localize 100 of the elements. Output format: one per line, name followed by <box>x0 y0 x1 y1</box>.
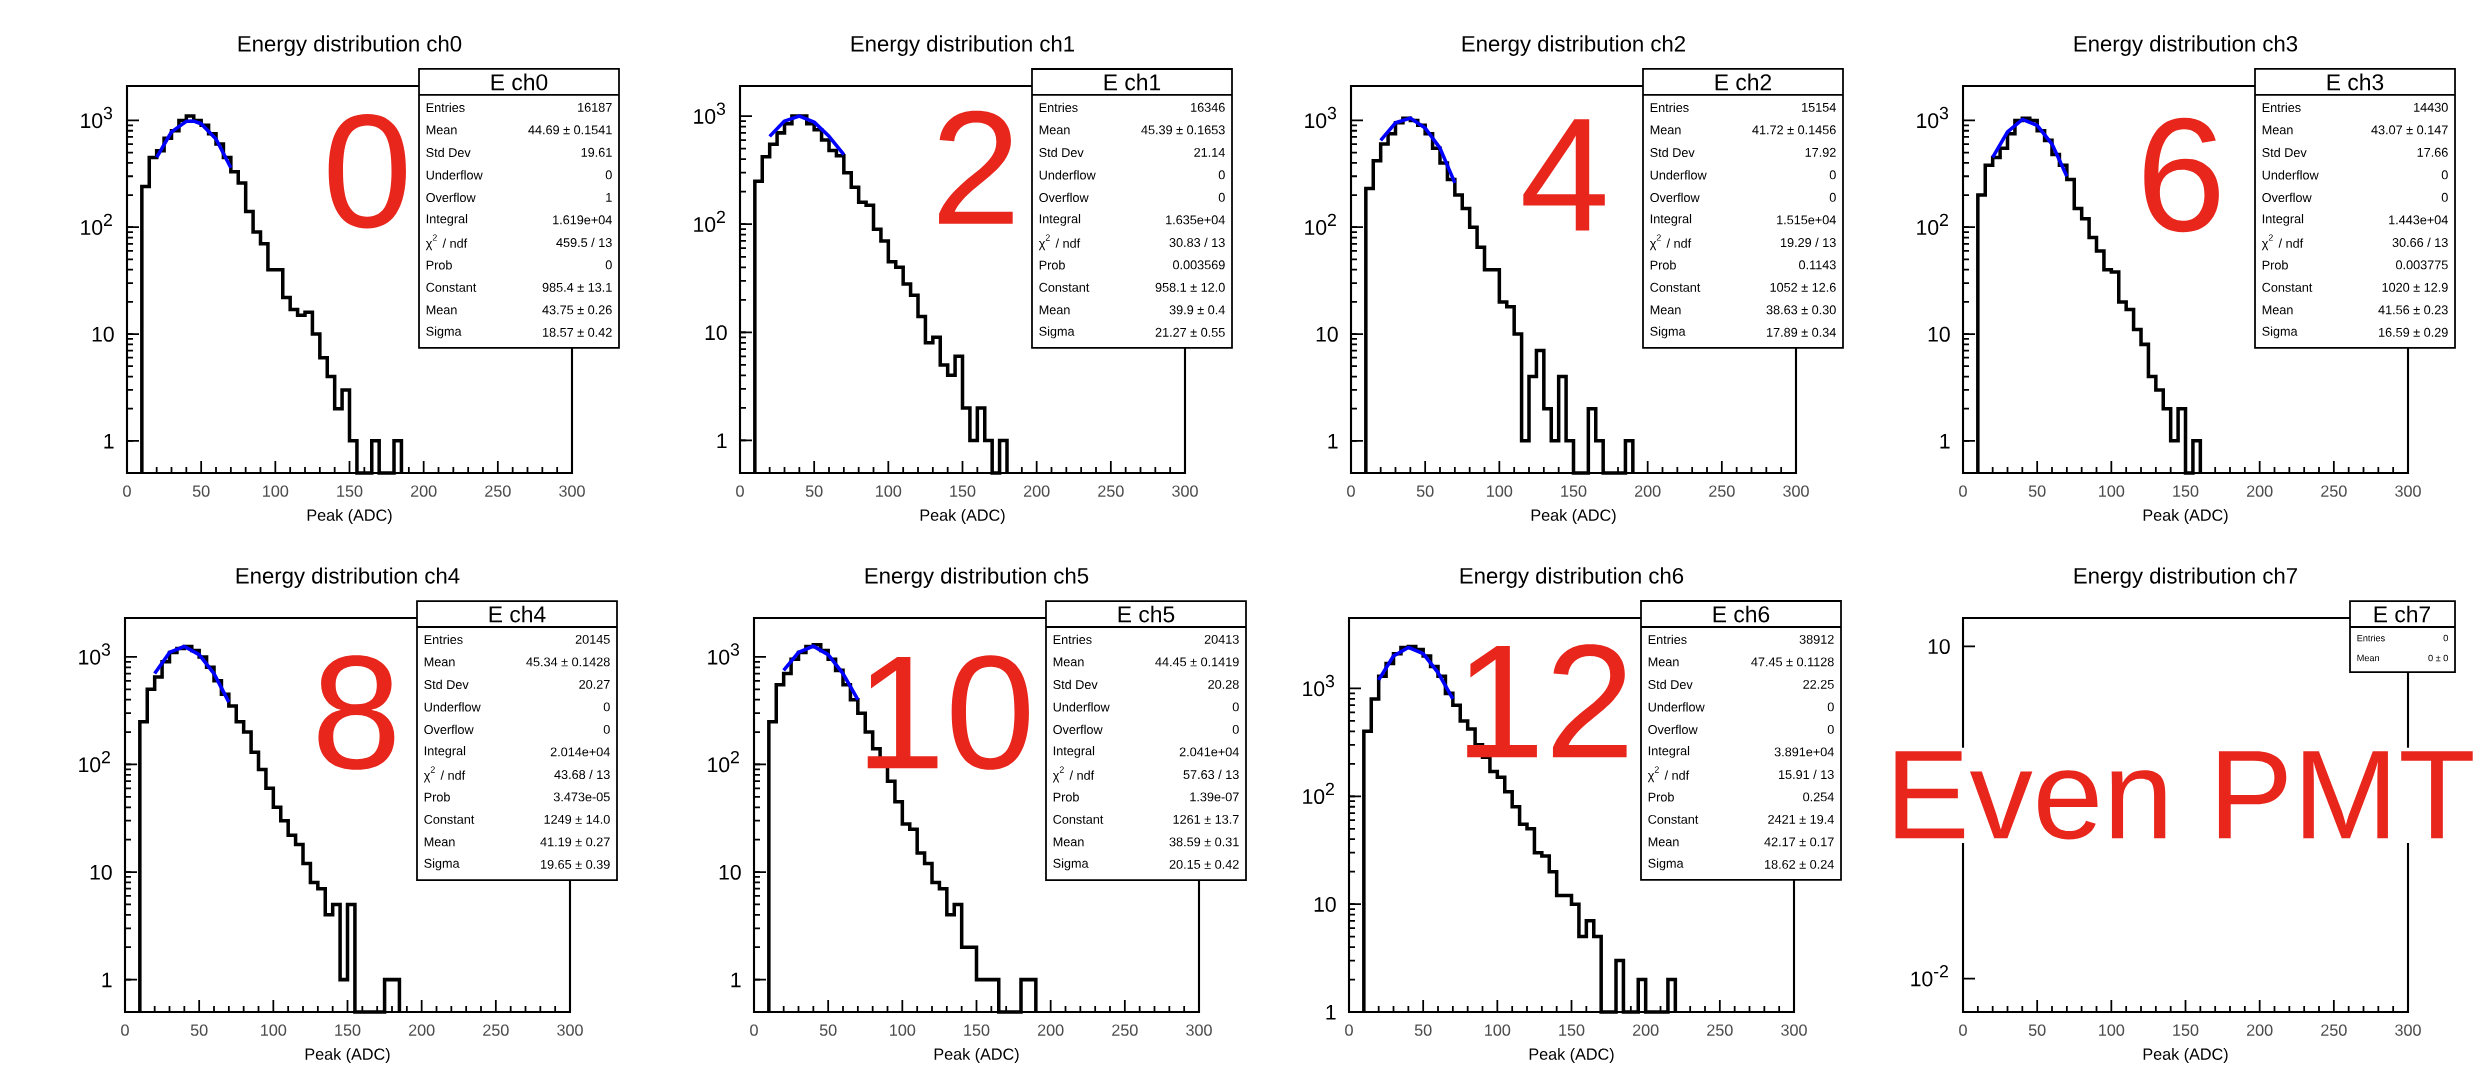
annotation: 10 <box>867 655 1029 770</box>
x-tick-label: 300 <box>1186 1024 1212 1036</box>
y-tick-label: 10$^{3}$ <box>1917 106 1949 129</box>
annotation: 2.014e+04 <box>550 747 610 757</box>
annotation: Integral <box>2262 213 2304 226</box>
annotation: Entries <box>1650 102 1689 113</box>
x-tick-label: 250 <box>1098 485 1124 497</box>
y-tick-label: 1 <box>1326 1005 1336 1020</box>
x-tick-label: 0 <box>1347 485 1355 497</box>
x-tick-label: 200 <box>1024 485 1050 497</box>
x-axis-title: Peak (ADC) <box>1529 1048 1614 1064</box>
annotation: 1052 ± 12.6 <box>1770 282 1836 292</box>
annotation: 47.45 ± 0.1128 <box>1751 657 1834 667</box>
annotation: 43.68 / 13 <box>554 769 610 780</box>
x-tick-label: 50 <box>819 1024 837 1036</box>
x-tick-label: 150 <box>335 1024 361 1036</box>
annotation: Overflow <box>1650 192 1700 203</box>
y-tick-label: 10$^{3}$ <box>1305 106 1337 129</box>
annotation: 30.83 / 13 <box>1169 237 1225 248</box>
line-series <box>154 119 233 170</box>
x-tick-label: 300 <box>2395 1024 2421 1036</box>
text: 0 <box>603 724 610 734</box>
annotation: 38.63 ± 0.30 <box>1766 305 1836 315</box>
annotation: 16.59 ± 0.29 <box>2379 327 2448 337</box>
y-tick-label: 10 <box>1314 896 1336 912</box>
annotation: 17.89 ± 0.34 <box>1767 327 1836 337</box>
x-tick-label: 100 <box>876 485 902 497</box>
annotation: 57.63 / 13 <box>1183 769 1239 780</box>
annotation: 6 <box>2144 117 2219 233</box>
y-tick-label: 10$^{3}$ <box>694 102 726 124</box>
text: 14430 <box>2414 102 2448 112</box>
annotation: Overflow <box>1053 724 1103 735</box>
x-axis-title: Peak (ADC) <box>934 1048 1019 1064</box>
x-tick-label: 100 <box>2099 485 2125 497</box>
y-tick-label: 1 <box>731 972 741 988</box>
y-tick-label: 1 <box>717 433 727 449</box>
annotation: Underflow <box>1648 702 1705 712</box>
annotation: 2.041e+04 <box>1179 747 1239 757</box>
y-tick-label: 10 <box>1316 326 1338 342</box>
y-tick-label: 1 <box>1328 433 1338 449</box>
y-tick-label: 10$^{3}$ <box>1303 674 1335 697</box>
text: 0 ± 0 <box>2428 654 2448 662</box>
annotation: Constant <box>1053 814 1104 824</box>
x-tick-label: 200 <box>409 1024 435 1036</box>
annotation: Integral <box>424 745 466 758</box>
annotation: Mean <box>1648 837 1679 847</box>
x-tick-label: 50 <box>1416 485 1434 497</box>
annotation: Sigma <box>1650 326 1686 339</box>
text: 0.1143 <box>1799 260 1836 270</box>
chart-title: Energy distribution ch2 <box>1462 35 1685 56</box>
annotation: 41.56 ± 0.23 <box>2378 305 2448 315</box>
annotation: Constant <box>424 814 475 824</box>
annotation: 38.59 ± 0.31 <box>1169 837 1239 847</box>
annotation: 21.27 ± 0.55 <box>1155 327 1225 337</box>
annotation: Integral <box>1053 745 1095 758</box>
x-tick-label: 50 <box>192 485 210 497</box>
annotation: 0 <box>328 113 406 229</box>
text: 19.61 <box>581 147 612 157</box>
y-tick-label: 1 <box>102 972 112 988</box>
y-tick-label: 1 <box>1940 433 1950 449</box>
annotation: χ$^{2}$ / ndf <box>1647 766 1690 783</box>
annotation: Std Dev <box>1053 679 1098 690</box>
annotation: Constant <box>1039 282 1090 292</box>
annotation: Entries <box>1039 102 1078 113</box>
annotation: 8 <box>318 655 395 770</box>
chart-title: Energy distribution ch3 <box>2074 35 2298 56</box>
annotation: 19.29 / 13 <box>1781 237 1836 248</box>
x-tick-label: 150 <box>1561 485 1587 497</box>
chart-title: Energy distribution ch5 <box>865 567 1089 588</box>
annotation: Entries <box>424 634 463 645</box>
annotation: Mean <box>2262 125 2293 135</box>
x-tick-label: 0 <box>736 485 744 497</box>
annotation: Prob <box>1053 792 1079 802</box>
annotation: 43.07 ± 0.147 <box>2371 125 2448 135</box>
annotation: E ch7 <box>2374 605 2431 623</box>
x-tick-label: 300 <box>2395 485 2421 497</box>
annotation: Prob <box>1650 260 1676 270</box>
annotation: 41.72 ± 0.1456 <box>1752 125 1836 135</box>
line-series <box>781 644 860 702</box>
annotation: 44.69 ± 0.1541 <box>528 125 612 135</box>
annotation: Sigma <box>2262 326 2298 339</box>
line-series <box>1378 116 1457 185</box>
text: 0 <box>1218 170 1225 180</box>
annotation: Mean <box>1650 305 1681 315</box>
annotation: Prob <box>1039 260 1065 270</box>
annotation: E ch5 <box>1118 605 1175 623</box>
annotation: Entries <box>1053 634 1092 645</box>
annotation: Prob <box>1648 792 1674 802</box>
x-tick-label: 150 <box>337 485 363 497</box>
chart-title: Energy distribution ch1 <box>851 35 1074 56</box>
annotation: Entries <box>2357 634 2385 642</box>
annotation: 20.15 ± 0.42 <box>1169 859 1239 869</box>
annotation: Std Dev <box>2262 147 2307 158</box>
chart-title: Energy distribution ch0 <box>238 35 462 56</box>
annotation: Std Dev <box>1039 147 1084 158</box>
annotation: Mean <box>1053 837 1084 847</box>
y-tick-label: 10$^{2}$ <box>79 750 110 773</box>
annotation: 1.515e+04 <box>1777 215 1836 225</box>
x-tick-label: 150 <box>2173 485 2199 497</box>
annotation: Mean <box>1053 657 1084 667</box>
